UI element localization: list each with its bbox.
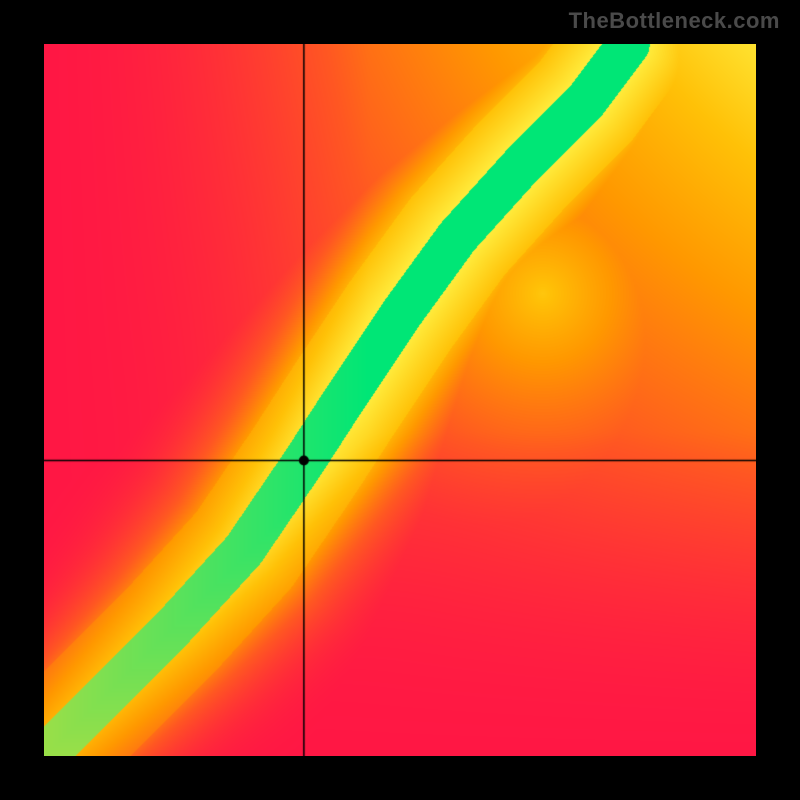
heatmap-canvas — [44, 44, 756, 756]
heatmap-plot-area — [44, 44, 756, 756]
figure-container: TheBottleneck.com — [0, 0, 800, 800]
watermark-text: TheBottleneck.com — [569, 8, 780, 34]
